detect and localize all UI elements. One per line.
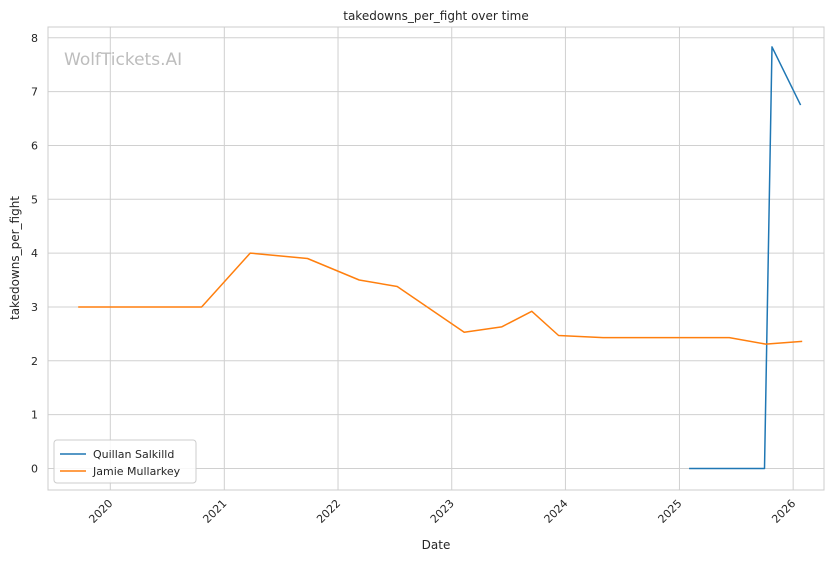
y-tick-label: 1 [31, 409, 38, 422]
series-line-0 [689, 46, 802, 470]
y-axis-ticks: 0 1 2 3 4 5 6 7 8 [31, 32, 38, 476]
y-tick-label: 5 [31, 193, 38, 206]
x-tick-label: 2020 [86, 497, 115, 526]
x-tick-label: 2026 [769, 497, 798, 526]
series-lines [78, 46, 803, 470]
grid [48, 27, 824, 490]
x-tick-label: 2022 [314, 497, 343, 526]
legend: Quillan Salkilld Jamie Mullarkey [53, 439, 197, 484]
x-tick-label: 2021 [200, 497, 229, 526]
y-tick-label: 6 [31, 139, 38, 152]
x-tick-label: 2024 [542, 497, 571, 526]
y-tick-label: 8 [31, 32, 38, 45]
y-tick-label: 3 [31, 301, 38, 314]
y-axis-label: takedowns_per_fight [8, 196, 22, 320]
y-tick-label: 7 [31, 86, 38, 99]
series-line-1 [78, 252, 803, 345]
x-axis-label: Date [422, 538, 451, 552]
legend-label-jamie-mullarkey: Jamie Mullarkey [92, 465, 181, 478]
legend-label-quillan-salkilld: Quillan Salkilld [93, 448, 174, 461]
y-tick-label: 4 [31, 247, 38, 260]
watermark: WolfTickets.AI [64, 50, 182, 70]
x-axis-ticks: 2020 2021 2022 2023 2024 2025 2026 [86, 497, 798, 526]
y-tick-label: 0 [31, 462, 38, 475]
x-tick-label: 2023 [428, 497, 457, 526]
x-tick-label: 2025 [656, 497, 685, 526]
chart-title: takedowns_per_fight over time [343, 9, 529, 23]
legend-box [53, 439, 197, 484]
y-tick-label: 2 [31, 355, 38, 368]
plot-frame [47, 26, 825, 491]
